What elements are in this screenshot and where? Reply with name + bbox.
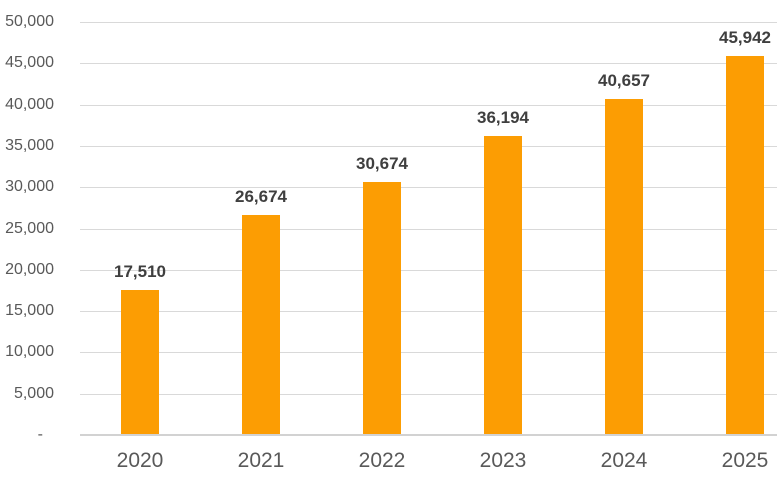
bar-value-label: 17,510 [114, 262, 166, 281]
y-tick-label: 20,000 [5, 260, 54, 278]
bar-value-label: 26,674 [235, 187, 287, 206]
y-tick-label: 15,000 [5, 302, 54, 320]
y-tick-label: 40,000 [5, 95, 54, 113]
bar-value-label: 36,194 [477, 108, 529, 127]
x-tick-label: 2022 [358, 449, 406, 472]
y-tick-label: 35,000 [5, 136, 54, 154]
y-tick-label: 50,000 [5, 13, 54, 30]
gridline [80, 104, 777, 106]
gridline [80, 352, 777, 354]
y-tick-label: 30,000 [5, 178, 54, 196]
bar-2025 [726, 56, 764, 435]
y-tick-label: 25,000 [5, 219, 54, 237]
gridline [80, 311, 777, 313]
y-tick-label: - [37, 426, 43, 443]
y-tick-label: 45,000 [5, 54, 54, 72]
y-tick-label: 10,000 [5, 343, 54, 361]
bar-2022 [363, 182, 401, 435]
bar-value-label: 30,674 [356, 154, 408, 173]
x-tick-label: 2023 [479, 449, 527, 472]
bar-2024 [605, 99, 643, 435]
gridline [80, 393, 777, 395]
bar-2023 [484, 136, 522, 435]
gridline [80, 269, 777, 271]
gridline [80, 63, 777, 65]
bar-value-label: 40,657 [598, 71, 650, 90]
gridline [80, 187, 777, 189]
bar-2020 [121, 290, 159, 435]
gridline [80, 228, 777, 230]
y-tick-label: 5,000 [13, 384, 54, 402]
bar-value-label: 45,942 [719, 28, 771, 47]
x-tick-label: 2020 [116, 449, 164, 472]
x-tick-label: 2025 [721, 449, 769, 472]
gridline [80, 22, 777, 23]
x-tick-label: 2021 [237, 449, 285, 472]
x-tick-label: 2024 [600, 449, 648, 472]
bar-2021 [242, 215, 280, 435]
gridline [80, 145, 777, 147]
x-axis-line [80, 434, 777, 436]
